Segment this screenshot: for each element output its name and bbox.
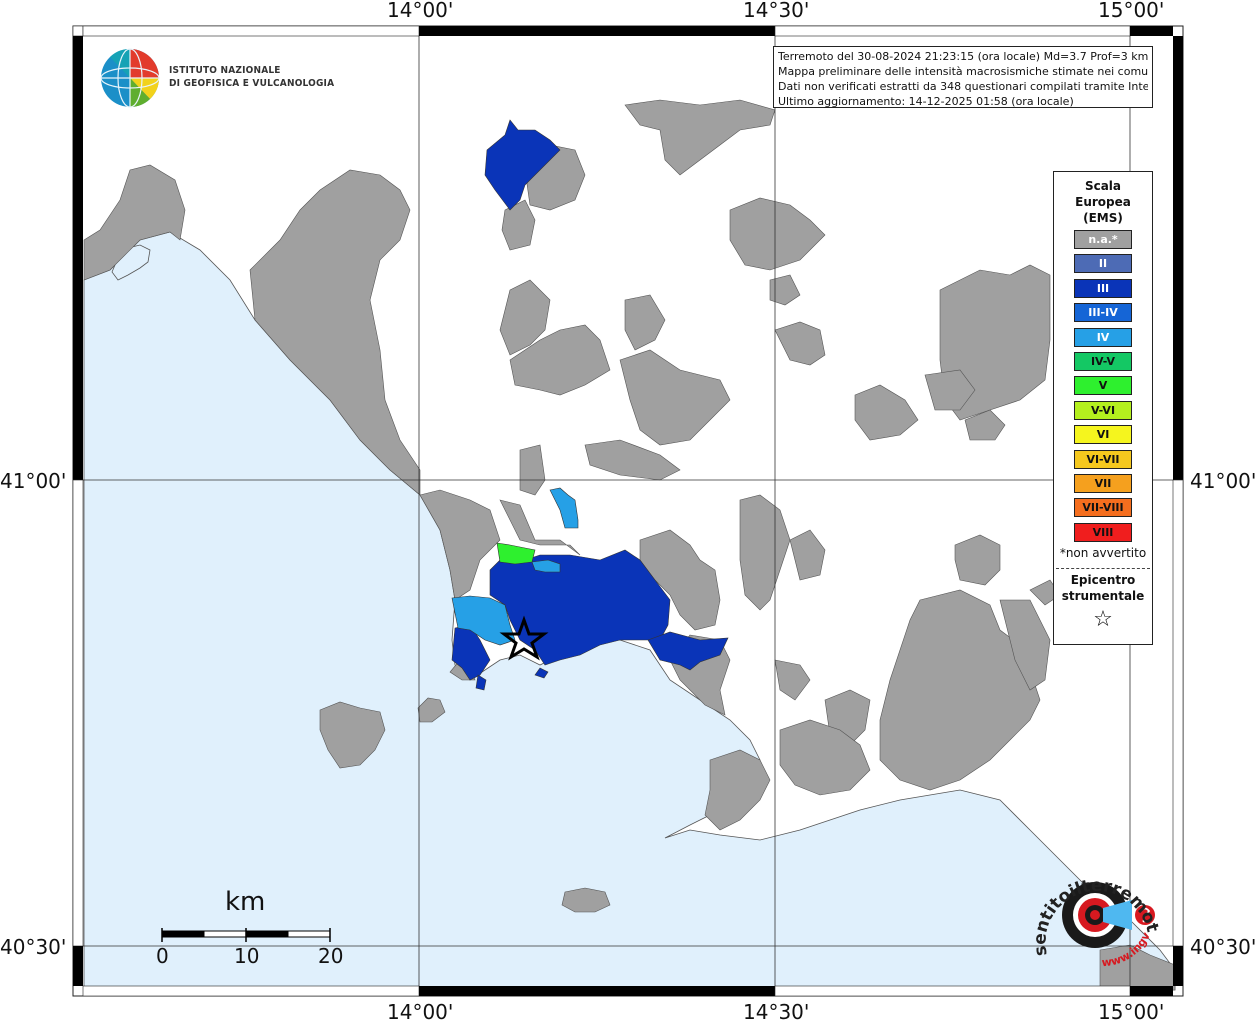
scale-tick-10: 10 — [234, 944, 260, 968]
ems-v-municipality — [496, 542, 536, 565]
legend-title-line-1: Scala — [1084, 179, 1122, 193]
legend-item: IV-V — [1074, 352, 1132, 371]
lon-label-top-3: 15°00' — [1098, 0, 1165, 22]
legend-item: VIII — [1074, 522, 1132, 542]
legend-epi-line-1: Epicentro — [1070, 573, 1136, 587]
legend-item: III — [1074, 278, 1132, 298]
ems-legend: Scala Europea (EMS) n.a.* II III III-IV IV IV… — [1053, 171, 1153, 645]
legend-title: Scala Europea (EMS) — [1054, 178, 1152, 226]
legend-separator — [1056, 568, 1150, 569]
event-info-box: Terremoto del 30-08-2024 21:23:15 (ora l… — [773, 46, 1153, 108]
legend-item: VI — [1074, 425, 1132, 445]
lat-label-right-2: 40°30' — [1190, 935, 1255, 959]
scale-tick-0: 0 — [156, 944, 169, 968]
legend-epicenter-label: Epicentro strumentale — [1054, 572, 1152, 604]
lon-label-top-1: 14°00' — [387, 0, 454, 22]
sentito-logo-icon — [1062, 882, 1155, 948]
legend-item: VII-VIII — [1074, 498, 1132, 518]
legend-title-line-3: (EMS) — [1083, 211, 1123, 225]
legend-item: II — [1074, 254, 1132, 274]
ingv-logo-text: ISTITUTO NAZIONALE DI GEOFISICA E VULCAN… — [169, 64, 334, 90]
scale-bar — [161, 928, 331, 942]
legend-title-line-2: Europea — [1075, 195, 1131, 209]
lon-label-top-2: 14°30' — [743, 0, 810, 22]
legend-item: IV — [1074, 327, 1132, 347]
scale-tick-20: 20 — [318, 944, 344, 968]
info-line-3: Dati non verificati estratti da 348 ques… — [778, 80, 1148, 93]
map-frame — [72, 25, 1184, 997]
logo-line-2: DI GEOFISICA E VULCANOLOGIA — [169, 78, 335, 89]
lon-label-bottom-1: 14°00' — [387, 1000, 454, 1024]
ems-iv-municipalities — [451, 487, 579, 646]
lon-label-bottom-3: 15°00' — [1098, 1000, 1165, 1024]
logo-line-1: ISTITUTO NAZIONALE — [169, 65, 281, 76]
info-line-2: Mappa preliminare delle intensità macros… — [778, 65, 1148, 78]
ingv-logo-icon — [100, 48, 160, 108]
info-line-4: Ultimo aggiornamento: 14-12-2025 01:58 (… — [778, 95, 1074, 108]
lat-label-right-1: 41°00' — [1190, 469, 1255, 493]
scale-unit: km — [225, 887, 266, 917]
lat-label-left-1: 41°00' — [0, 469, 67, 493]
ems-iii-municipalities — [451, 119, 729, 691]
legend-epi-line-2: strumentale — [1061, 589, 1145, 603]
legend-item: III-IV — [1074, 303, 1132, 323]
legend-item: n.a.* — [1074, 230, 1132, 249]
sentito-watermark: sentitoilterremoto.it www.ingv.it — [1030, 850, 1162, 969]
info-line-1: Terremoto del 30-08-2024 21:23:15 (ora l… — [778, 50, 1148, 63]
legend-item: VI-VII — [1074, 449, 1132, 469]
lon-label-bottom-2: 14°30' — [743, 1000, 810, 1024]
epicenter-star — [499, 615, 549, 661]
legend-item: V-VI — [1074, 400, 1132, 420]
lat-label-left-2: 40°30' — [0, 935, 67, 959]
legend-item: VII — [1074, 474, 1132, 493]
legend-note: *non avvertito — [1059, 546, 1147, 560]
legend-star-icon: ☆ — [1093, 607, 1113, 632]
legend-item: V — [1074, 376, 1132, 396]
